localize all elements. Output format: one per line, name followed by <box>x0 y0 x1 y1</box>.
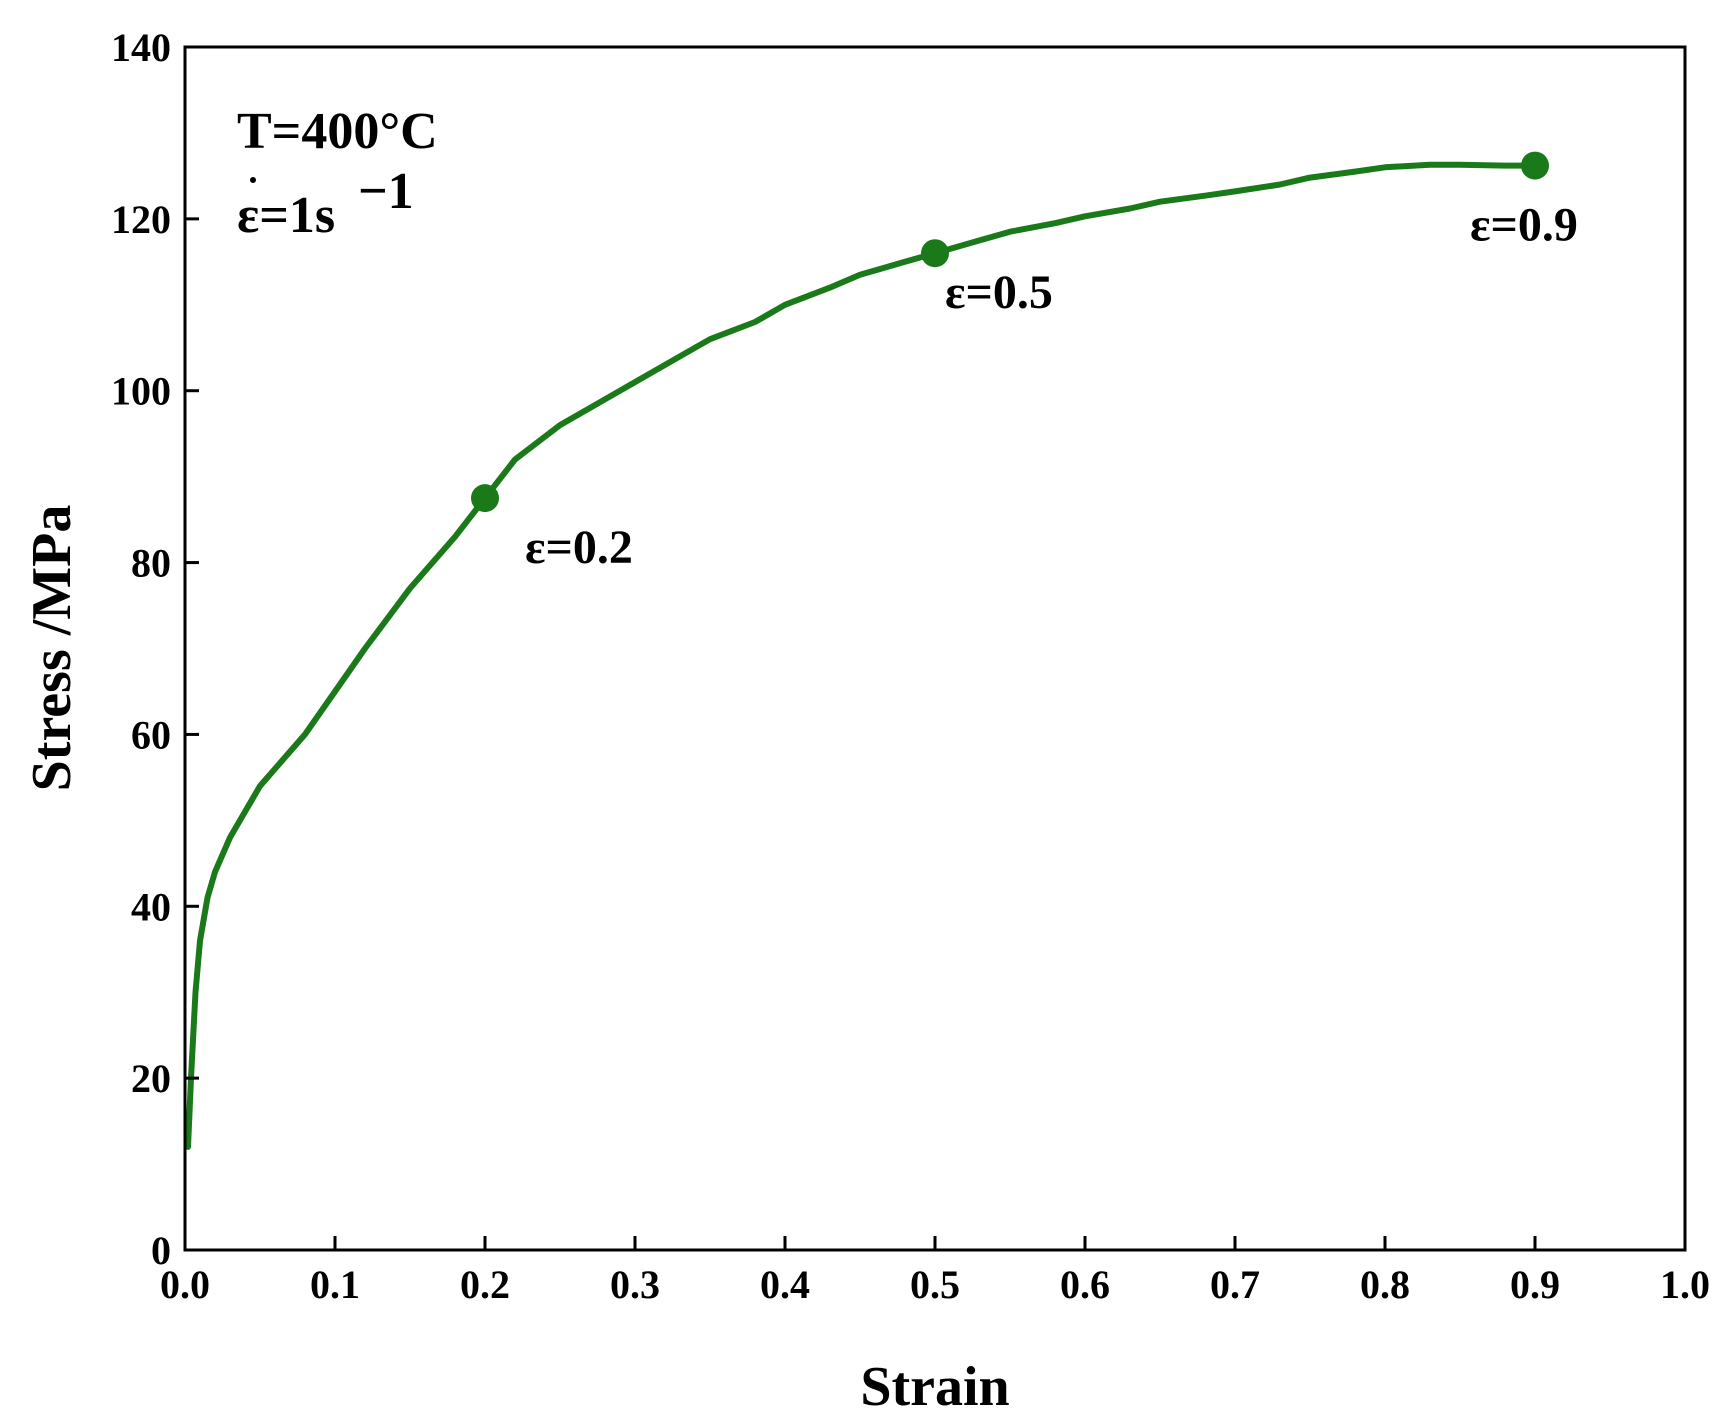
x-tick-label: 0.8 <box>1360 1262 1410 1307</box>
x-tick-label: 0.1 <box>310 1262 360 1307</box>
strain-rate-exponent: −1 <box>358 163 414 220</box>
x-tick-label: 0.4 <box>760 1262 810 1307</box>
strain-marker <box>921 239 949 268</box>
x-tick-label: 0.7 <box>1210 1262 1260 1307</box>
y-tick-label: 40 <box>131 884 171 929</box>
x-tick-label: 0.9 <box>1510 1262 1560 1307</box>
strain-marker-label: ε=0.5 <box>945 266 1053 319</box>
strain-rate-label: ε=1s <box>237 187 335 244</box>
x-tick-label: 0.5 <box>910 1262 960 1307</box>
x-axis-title: Strain <box>860 1356 1009 1418</box>
stress-strain-curve <box>185 161 1538 1150</box>
strain-marker-label: ε=0.2 <box>525 521 633 574</box>
x-tick-label: 0.3 <box>610 1262 660 1307</box>
y-tick-label: 0 <box>151 1228 171 1273</box>
y-tick-label: 80 <box>131 541 171 586</box>
x-tick-label: 0.0 <box>160 1262 210 1307</box>
plot-frame <box>183 45 1687 1252</box>
strain-marker <box>1521 151 1549 180</box>
x-tick-label: 1.0 <box>1660 1262 1710 1307</box>
y-axis-title: Stress /MPa <box>21 505 83 792</box>
y-tick-label: 140 <box>111 25 171 70</box>
strain-marker-label: ε=0.9 <box>1470 199 1578 252</box>
y-tick-label: 60 <box>131 712 171 757</box>
x-tick-label: 0.2 <box>460 1262 510 1307</box>
y-tick-label: 100 <box>111 369 171 414</box>
temperature-label: T=400°C <box>237 103 438 160</box>
strain-marker <box>471 484 499 513</box>
y-tick-label: 120 <box>111 197 171 242</box>
y-tick-label: 20 <box>131 1056 171 1101</box>
x-tick-label: 0.6 <box>1060 1262 1110 1307</box>
strain-rate-dot <box>250 177 256 183</box>
